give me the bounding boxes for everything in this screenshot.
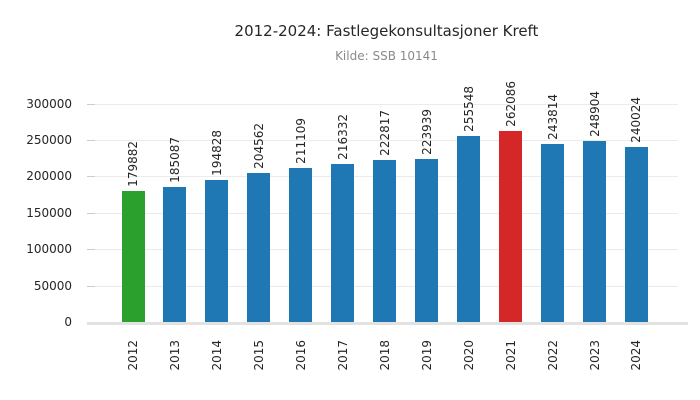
bar-2021 — [499, 131, 523, 322]
x-tick-label-2023: 2023 — [587, 340, 602, 371]
bar-2012 — [121, 191, 145, 322]
bar-2016 — [289, 168, 313, 322]
y-tick-mark-50000 — [87, 285, 95, 287]
bar-2023 — [583, 141, 607, 322]
bar-value-label-2023: 248904 — [587, 91, 602, 137]
chart-subtitle: Kilde: SSB 10141 — [335, 49, 438, 63]
bar-value-label-2017: 216332 — [335, 114, 350, 160]
x-tick-label-2014: 2014 — [209, 340, 224, 371]
gridline-300000 — [95, 103, 678, 105]
bar-2018 — [373, 160, 397, 322]
x-tick-label-2021: 2021 — [503, 340, 518, 371]
bar-2013 — [163, 187, 187, 322]
y-tick-mark-300000 — [87, 103, 95, 105]
y-tick-label-300000: 300000 — [26, 96, 72, 111]
bar-value-label-2015: 204562 — [251, 123, 266, 169]
x-tick-label-2015: 2015 — [251, 340, 266, 371]
x-tick-label-2020: 2020 — [461, 340, 476, 371]
y-tick-label-250000: 250000 — [26, 132, 72, 147]
y-tick-label-0: 0 — [64, 315, 72, 329]
x-tick-label-2013: 2013 — [167, 340, 182, 371]
bar-2015 — [247, 173, 271, 322]
bar-2017 — [331, 164, 355, 322]
bar-2014 — [205, 180, 229, 322]
bar-value-label-2020: 255548 — [461, 86, 476, 132]
bar-value-label-2016: 211109 — [293, 118, 308, 164]
x-tick-label-2016: 2016 — [293, 340, 308, 371]
y-tick-label-200000: 200000 — [26, 169, 72, 184]
y-tick-mark-150000 — [87, 212, 95, 214]
y-tick-label-150000: 150000 — [26, 205, 72, 220]
bar-value-label-2021: 262086 — [503, 81, 518, 127]
bar-value-label-2018: 222817 — [377, 110, 392, 156]
x-tick-label-2024: 2024 — [629, 340, 644, 371]
bar-value-label-2022: 243814 — [545, 94, 560, 140]
x-tick-label-2018: 2018 — [377, 340, 392, 371]
y-tick-label-50000: 50000 — [33, 278, 72, 293]
bar-value-label-2019: 223939 — [419, 109, 434, 155]
bar-2020 — [457, 136, 481, 322]
bar-value-label-2012: 179882 — [126, 141, 140, 187]
x-tick-label-2017: 2017 — [335, 340, 350, 371]
bar-value-label-2014: 194828 — [209, 130, 224, 176]
x-tick-label-2019: 2019 — [419, 340, 434, 371]
gridline-250000 — [95, 139, 678, 141]
y-tick-mark-200000 — [87, 176, 95, 178]
x-axis-line — [87, 322, 688, 325]
bar-value-label-2013: 185087 — [167, 137, 182, 183]
chart-title: 2012-2024: Fastlegekonsultasjoner Kreft — [234, 22, 539, 40]
x-tick-label-2012: 2012 — [126, 340, 140, 371]
y-tick-mark-250000 — [87, 139, 95, 141]
bar-value-label-2024: 240024 — [629, 97, 644, 143]
bar-2022 — [541, 144, 565, 322]
y-tick-label-100000: 100000 — [26, 242, 72, 257]
bar-2019 — [415, 159, 439, 322]
bar-2024 — [624, 147, 648, 322]
x-tick-label-2022: 2022 — [545, 340, 560, 371]
y-tick-mark-100000 — [87, 249, 95, 251]
